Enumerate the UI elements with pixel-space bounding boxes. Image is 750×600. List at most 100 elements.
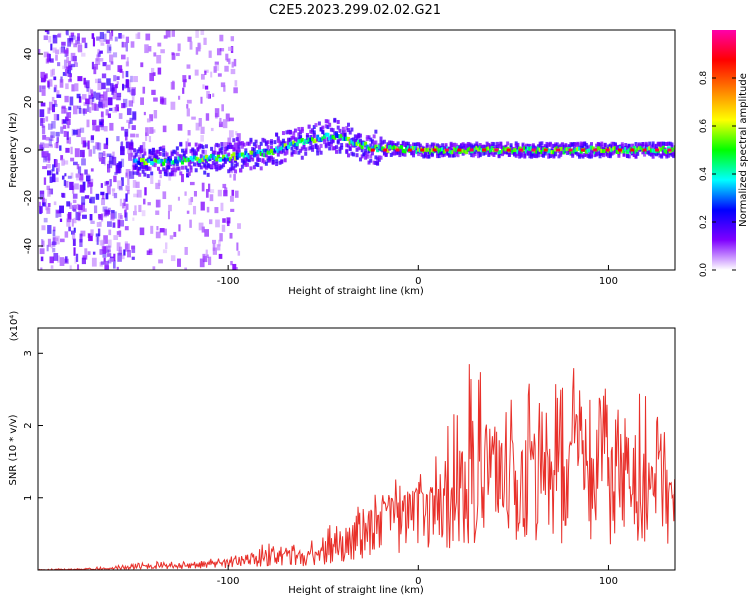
spectrogram-cell xyxy=(117,180,123,189)
spectrogram-cell xyxy=(477,154,481,159)
spectrogram-cell xyxy=(444,143,448,148)
spectrogram-cell xyxy=(63,49,69,54)
spectrogram-cell xyxy=(554,152,558,157)
spectrogram-cell xyxy=(271,160,275,165)
spectrogram-cell xyxy=(211,156,215,161)
spectrogram-cell xyxy=(535,152,539,157)
spectrogram-cell xyxy=(59,145,62,151)
spectrogram-cell xyxy=(283,141,287,146)
spectrogram-cell xyxy=(141,210,146,217)
spectrogram-cell xyxy=(287,144,291,149)
spectrogram-cell xyxy=(200,126,205,134)
spectrogram-cell xyxy=(46,244,49,252)
spectrogram-cell xyxy=(388,140,392,145)
spectrogram-cell xyxy=(182,75,187,83)
spectrogram-cell xyxy=(77,211,82,216)
spectrogram-cell xyxy=(304,138,308,143)
spectrogram-cell xyxy=(571,148,575,153)
spectrogram-cell xyxy=(131,96,135,104)
spectrogram-y-tick-label: 20 xyxy=(23,96,34,109)
spectrogram-cell xyxy=(208,219,213,225)
spectrogram-cell xyxy=(77,33,80,41)
spectrogram-cell xyxy=(159,228,165,233)
spectrogram-cell xyxy=(533,150,537,155)
spectrogram-cell xyxy=(172,149,176,154)
spectrogram-cell xyxy=(562,147,566,152)
spectrogram-cell xyxy=(326,132,330,137)
spectrogram-cell xyxy=(625,149,629,154)
spectrogram-cell xyxy=(324,119,328,124)
spectrogram-cell xyxy=(360,154,364,159)
spectrogram-cell xyxy=(153,157,157,162)
spectrogram-cell xyxy=(287,129,291,134)
colorbar: 0.00.20.40.60.8 Normalized spectral ampl… xyxy=(699,30,749,277)
spectrogram-cell xyxy=(97,52,101,57)
spectrogram-cell xyxy=(246,157,250,162)
spectrogram-cell xyxy=(84,248,88,257)
spectrogram-cell xyxy=(595,152,599,157)
spectrogram-cell xyxy=(435,143,439,148)
spectrogram-cell xyxy=(663,141,667,146)
spectrogram-cell xyxy=(50,43,53,51)
spectrogram-cell xyxy=(566,147,570,152)
spectrogram-cell xyxy=(145,166,149,171)
spectrogram-cell xyxy=(77,166,82,176)
spectrogram-cell xyxy=(401,151,405,156)
spectrogram-cell xyxy=(242,154,246,159)
spectrogram-y-tick-label: 0 xyxy=(23,147,34,153)
spectrogram-cell xyxy=(400,148,404,153)
spectrogram-cell xyxy=(639,145,643,150)
spectrogram-cell xyxy=(84,195,90,199)
spectrogram-cell xyxy=(169,155,173,160)
spectrogram-cell xyxy=(273,140,277,145)
snr-y-axis-label: SNR (10 * v/v) xyxy=(8,414,19,485)
spectrogram-cell xyxy=(42,156,47,163)
spectrogram-cell xyxy=(559,147,563,152)
spectrogram-cell xyxy=(501,149,505,154)
spectrogram-cell xyxy=(189,165,193,170)
spectrogram-cell xyxy=(499,144,503,149)
spectrogram-cell xyxy=(377,157,381,162)
spectrogram-cell xyxy=(189,41,193,50)
spectrogram-cell xyxy=(648,151,652,156)
spectrogram-cell xyxy=(358,145,362,150)
spectrogram-cell xyxy=(326,141,330,146)
spectrogram-cell xyxy=(130,139,133,146)
spectrogram-cell xyxy=(300,138,304,143)
spectrogram-cell xyxy=(141,148,146,152)
spectrogram-cell xyxy=(497,153,501,158)
spectrogram-cell xyxy=(234,190,239,198)
spectrogram-cell xyxy=(149,114,154,122)
spectrogram-cell xyxy=(55,235,60,245)
spectrogram-cell xyxy=(42,135,47,140)
spectrogram-x-ticks: -100 0 100 xyxy=(217,265,618,287)
spectrogram-cell xyxy=(581,144,585,149)
spectrogram-cell xyxy=(540,146,544,151)
spectrogram-cell xyxy=(191,147,195,152)
spectrogram-cell xyxy=(139,158,143,163)
spectrogram-cell xyxy=(331,128,335,133)
spectrogram-cell xyxy=(213,150,217,155)
spectrogram-cell xyxy=(125,70,129,78)
spectrogram-cell xyxy=(252,165,256,170)
spectrogram-cell xyxy=(225,154,229,159)
spectrogram-cell xyxy=(96,54,100,62)
spectrogram-cell xyxy=(247,152,251,157)
spectrogram-cell xyxy=(364,148,368,153)
spectrogram-cell xyxy=(612,150,616,155)
spectrogram-cell xyxy=(263,148,267,153)
spectrogram-cell xyxy=(607,144,611,149)
spectrogram-cell xyxy=(222,119,228,129)
spectrogram-cell xyxy=(566,150,570,155)
spectrogram-cell xyxy=(374,129,378,134)
spectrogram-cell xyxy=(67,120,70,129)
spectrogram-cell xyxy=(213,155,217,160)
spectrogram-cell xyxy=(454,143,458,148)
spectrogram-cell xyxy=(91,97,95,102)
spectrogram-cell xyxy=(230,36,235,42)
spectrogram-cell xyxy=(307,137,311,142)
spectrogram-cell xyxy=(149,127,154,134)
spectrogram-cell xyxy=(104,181,109,186)
spectrogram-cell xyxy=(591,149,595,154)
spectrogram-cell xyxy=(393,145,397,150)
